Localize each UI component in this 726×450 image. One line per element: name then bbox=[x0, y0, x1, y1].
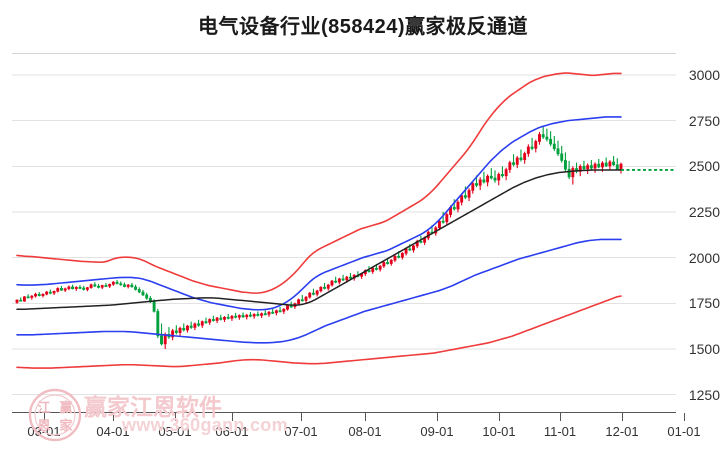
y-axis-tick-label: 1250 bbox=[688, 386, 720, 403]
page-title: 电气设备行业(858424)赢家极反通道 bbox=[197, 16, 529, 38]
y-axis-tick-label: 2000 bbox=[688, 249, 720, 266]
gridlines-group bbox=[12, 74, 676, 396]
y-axis-tick-label: 2750 bbox=[688, 112, 720, 129]
x-axis-ticks bbox=[44, 413, 685, 421]
y-axis-tick-label: 2500 bbox=[688, 158, 720, 175]
channel-bands-group bbox=[16, 72, 622, 369]
x-axis-tick-label: 01-01 bbox=[667, 424, 701, 439]
y-axis-tick-label: 3000 bbox=[688, 66, 720, 83]
x-axis-tick-label: 03-01 bbox=[27, 424, 61, 439]
x-axis-tick-label: 09-01 bbox=[420, 424, 454, 439]
x-axis-tick-label: 06-01 bbox=[215, 424, 249, 439]
x-axis-tick-label: 12-01 bbox=[605, 424, 639, 439]
y-axis-tick-label: 1750 bbox=[688, 295, 720, 312]
x-axis-tick-label: 10-01 bbox=[482, 424, 516, 439]
x-axis-tick-label: 08-01 bbox=[348, 424, 382, 439]
x-axis: 03-01 04-01 05-01 06-01 07-01 08-01 09-01 10-01… bbox=[0, 413, 726, 444]
x-axis-tick-label: 07-01 bbox=[284, 424, 318, 439]
candlesticks-group bbox=[15, 126, 623, 350]
x-axis-tick-label: 04-01 bbox=[96, 424, 130, 439]
x-axis-tick-label: 05-01 bbox=[158, 424, 192, 439]
y-axis-tick-label: 1500 bbox=[688, 341, 720, 357]
y-axis: 3000 2750 2500 2250 2000 1750 1500 1250 bbox=[676, 53, 726, 413]
chart-plot-area[interactable] bbox=[12, 53, 676, 413]
x-axis-tick-label: 11-01 bbox=[543, 424, 577, 439]
chart-canvas bbox=[12, 53, 676, 413]
y-axis-tick-label: 2250 bbox=[688, 204, 720, 220]
plot-border bbox=[12, 53, 676, 413]
